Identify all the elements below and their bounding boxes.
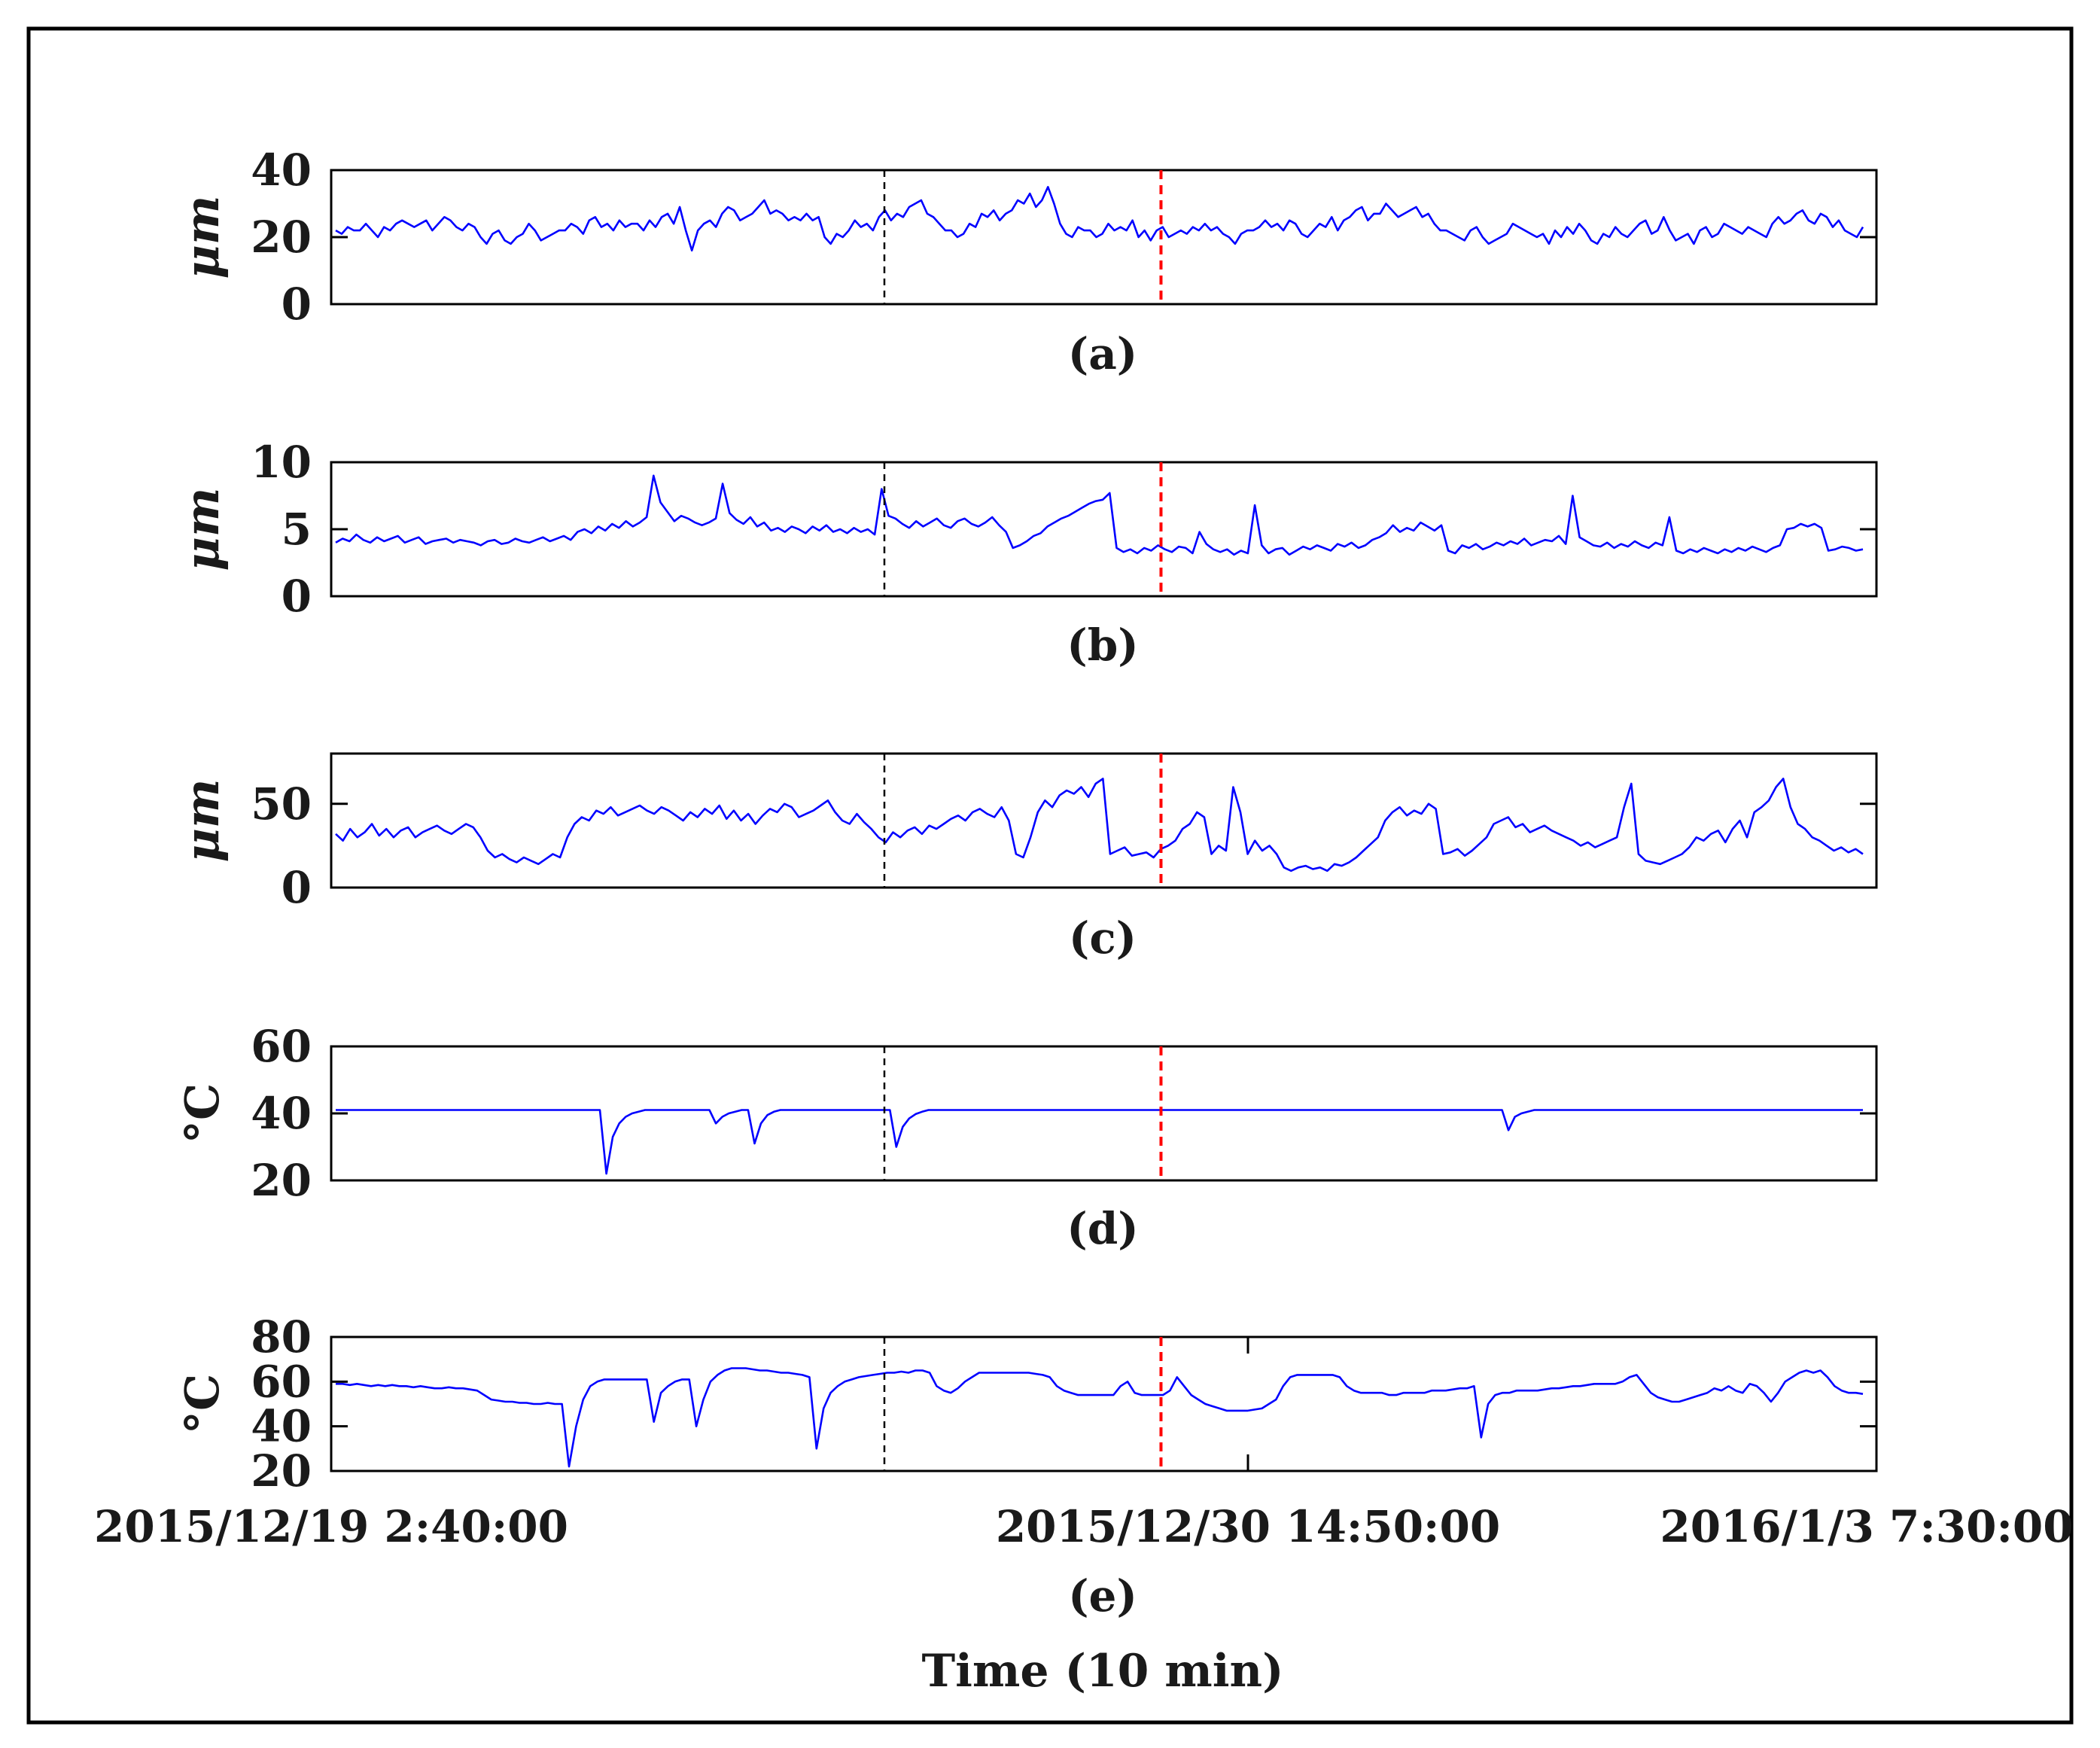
panel-label: (b): [1067, 620, 1138, 671]
series-line: [336, 1109, 1863, 1175]
series-line: [335, 474, 1864, 556]
panels: 02040μm(a)0510μm(b)050μm(c)204060°C(d)20…: [94, 145, 2074, 1698]
y-tick-label: 20: [251, 212, 312, 263]
plot-frame: [330, 752, 1878, 889]
y-tick-label: 50: [251, 778, 312, 830]
y-tick-label: 40: [251, 1401, 312, 1452]
y-tick-label: 40: [251, 1088, 312, 1139]
y-tick-label: 60: [251, 1356, 312, 1407]
x-tick-label: 2015/12/19 2:40:00: [94, 1501, 568, 1552]
y-tick-label: 80: [251, 1311, 312, 1363]
y-axis-label: °C: [175, 1083, 230, 1144]
y-axis-label: μm: [175, 196, 230, 279]
panel-label: (a): [1068, 328, 1137, 379]
panel-3: 0 50 μm (c): [175, 752, 1878, 964]
panel-label: (e): [1068, 1570, 1137, 1622]
series-line: [336, 1367, 1864, 1468]
y-tick-label: 0: [282, 862, 312, 913]
y-axis-label: μm: [175, 779, 230, 863]
x-axis-label: Time (10 min): [921, 1645, 1283, 1698]
panel-1: 0 20 40 μm (a): [175, 145, 1878, 379]
y-axis-label: μm: [175, 488, 230, 571]
y-tick-label: 60: [251, 1021, 312, 1072]
panel-4: 20 40 60 °C (d): [175, 1021, 1878, 1254]
plot-frame: [330, 1335, 1878, 1472]
x-tick-label: 2016/1/3 7:30:00: [1660, 1501, 2073, 1552]
y-tick-label: 10: [251, 437, 312, 488]
figure-border: [26, 26, 2074, 1725]
panel-label: (d): [1067, 1203, 1138, 1254]
y-tick-label: 5: [282, 504, 312, 555]
panel-label: (c): [1069, 912, 1137, 964]
y-tick-label: 40: [251, 145, 312, 196]
x-tick-label: 2015/12/30 14:50:00: [996, 1501, 1500, 1552]
y-tick-label: 20: [251, 1155, 312, 1206]
y-tick-label: 20: [251, 1445, 312, 1497]
series-line: [335, 186, 1864, 252]
y-axis-label: °C: [175, 1374, 230, 1434]
y-tick-label: 0: [282, 571, 312, 622]
panel-2: 0 5 10 μm (b): [175, 437, 1878, 671]
series-line: [335, 778, 1864, 872]
y-tick-label: 0: [282, 279, 312, 330]
